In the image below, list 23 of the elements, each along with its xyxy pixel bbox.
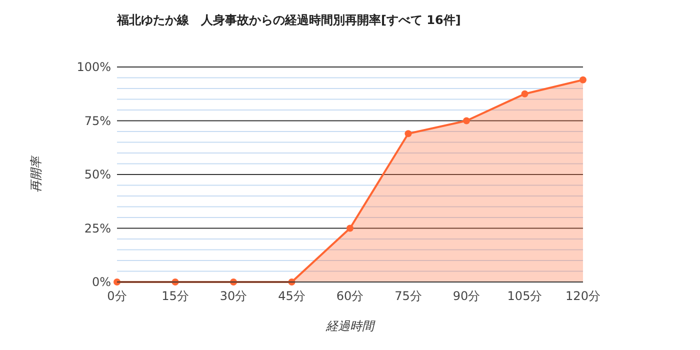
point bbox=[463, 117, 470, 124]
x-tick-label: 60分 bbox=[336, 289, 364, 303]
x-tick-label: 0分 bbox=[107, 289, 127, 303]
x-tick-label: 75分 bbox=[394, 289, 422, 303]
point bbox=[521, 90, 528, 98]
y-tick-label: 100% bbox=[76, 60, 111, 74]
x-tick-label: 45分 bbox=[278, 289, 306, 303]
point bbox=[580, 76, 586, 84]
y-tick-label: 75% bbox=[84, 114, 111, 128]
x-tick-label: 30分 bbox=[220, 289, 248, 303]
x-tick-label: 90分 bbox=[452, 289, 480, 303]
x-axis-title: 経過時間 bbox=[325, 319, 376, 333]
y-axis-title: 再開率 bbox=[29, 154, 43, 192]
x-tick-label: 105分 bbox=[507, 289, 542, 303]
point bbox=[346, 224, 354, 232]
y-tick-label: 0% bbox=[92, 275, 111, 290]
chart-title: 福北ゆたか線 人身事故からの経過時間別再開率[すべて 16件] bbox=[116, 13, 461, 27]
y-tick-label: 25% bbox=[84, 221, 111, 236]
y-tick-label: 50% bbox=[84, 168, 111, 182]
point bbox=[404, 130, 412, 138]
point bbox=[114, 278, 120, 286]
x-tick-label: 120分 bbox=[566, 289, 600, 303]
x-tick-label: 15分 bbox=[162, 289, 189, 303]
